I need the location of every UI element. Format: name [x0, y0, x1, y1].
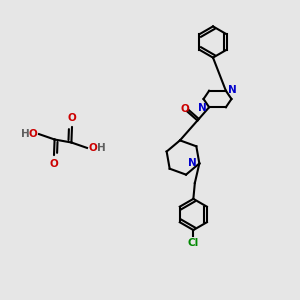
Text: N: N: [188, 158, 197, 169]
Text: O: O: [180, 104, 189, 114]
Text: O: O: [50, 159, 58, 169]
Text: H: H: [97, 143, 105, 154]
Text: N: N: [198, 103, 207, 113]
Text: N: N: [228, 85, 237, 95]
Text: Cl: Cl: [188, 238, 199, 248]
Text: H: H: [21, 128, 29, 139]
Text: O: O: [68, 113, 76, 123]
Text: O: O: [88, 143, 97, 154]
Text: O: O: [29, 128, 38, 139]
